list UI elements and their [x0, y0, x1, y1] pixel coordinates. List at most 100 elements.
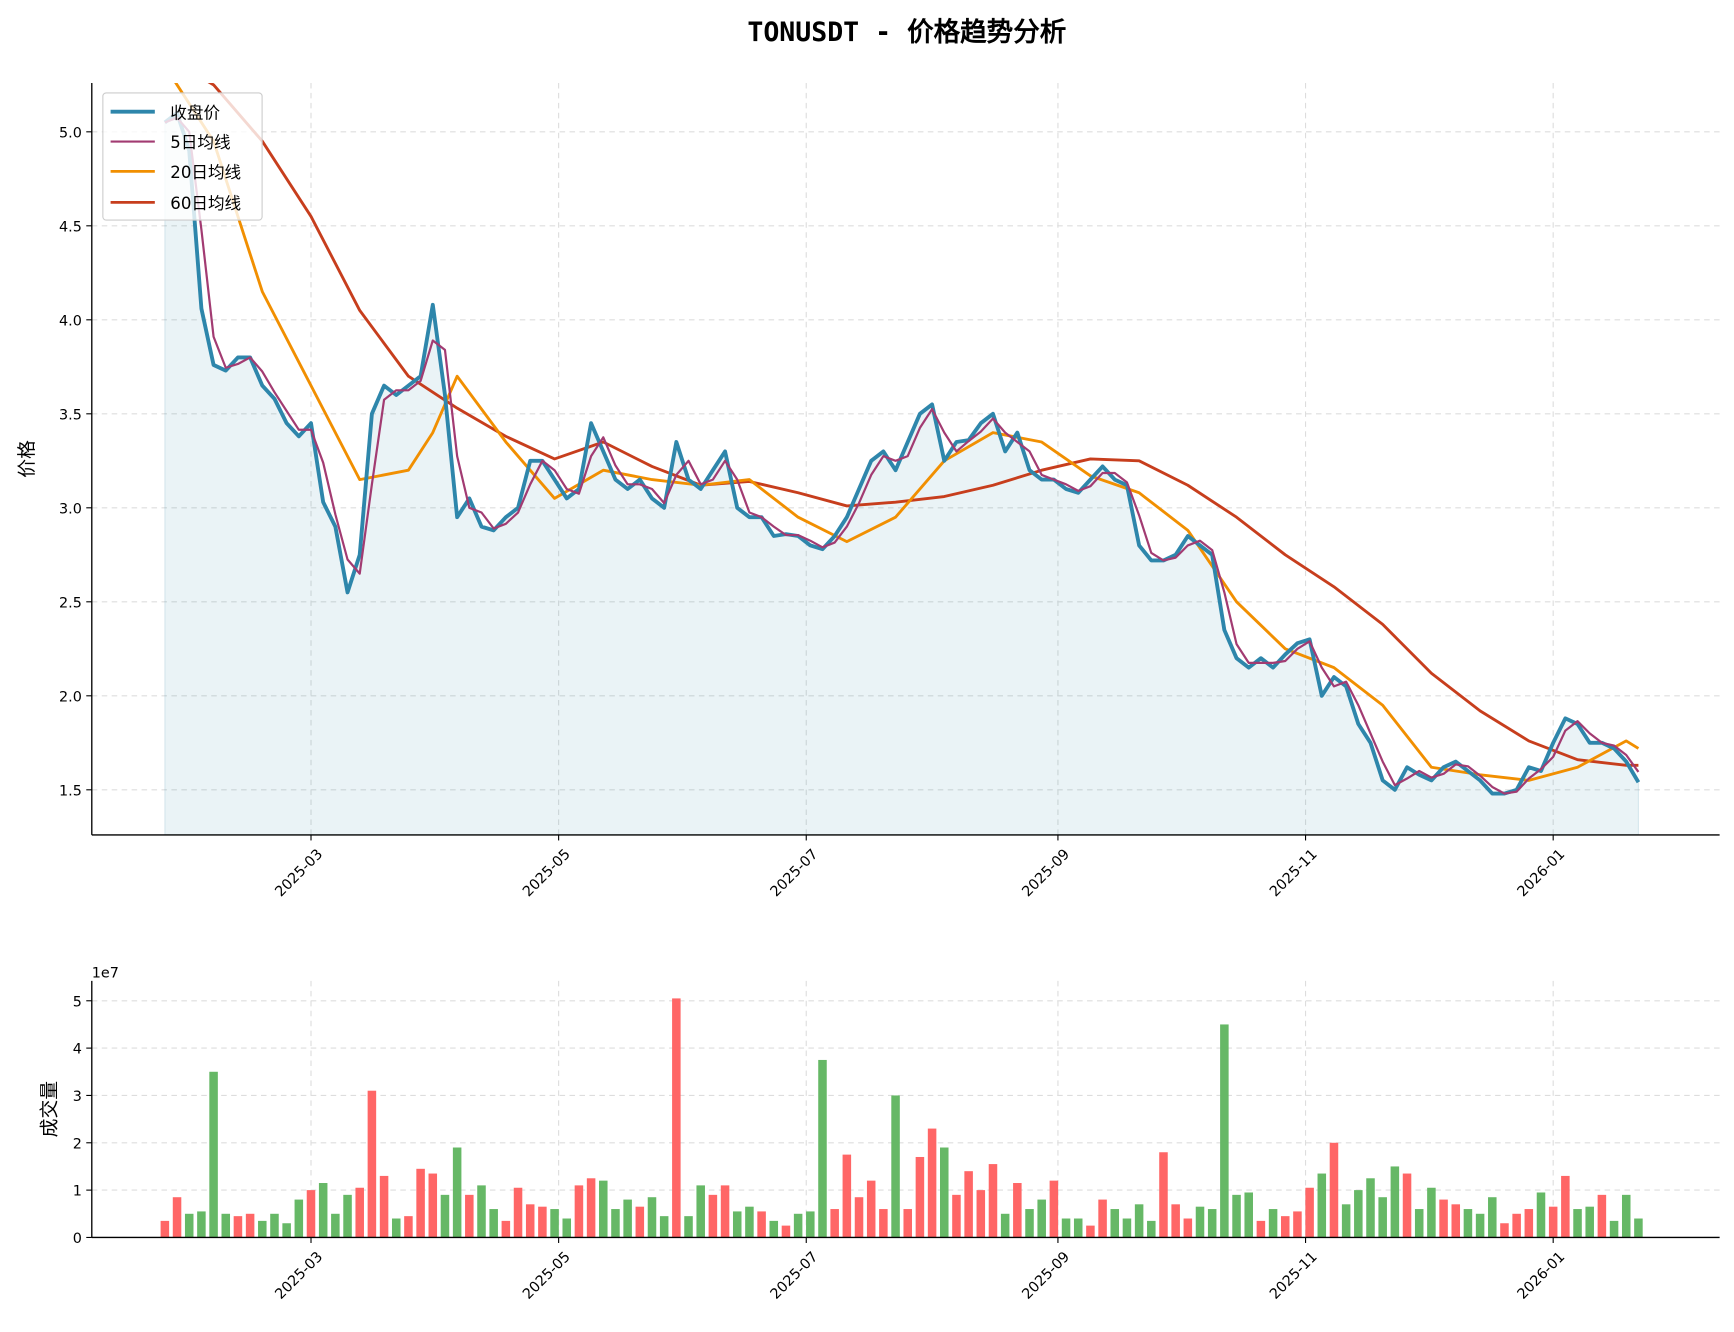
volume-bar	[1098, 1199, 1107, 1238]
volume-bar	[501, 1220, 511, 1238]
volume-bar	[684, 1216, 693, 1238]
volume-bar	[696, 1185, 705, 1238]
volume-x-tick-label: 2025-05	[520, 1249, 574, 1303]
volume-bar	[1451, 1204, 1461, 1238]
volume-bar	[745, 1206, 754, 1238]
volume-bar	[1500, 1223, 1509, 1238]
price-y-tick-label: 5.0	[59, 125, 82, 141]
volume-bar	[1488, 1197, 1497, 1238]
volume-bar	[306, 1190, 316, 1238]
volume-bar	[270, 1213, 279, 1238]
volume-x-tick-label: 2026-01	[1515, 1249, 1569, 1303]
price-x-tick-label: 2026-01	[1515, 846, 1569, 900]
volume-bar	[806, 1211, 815, 1238]
volume-bar	[647, 1197, 657, 1238]
volume-bar	[1049, 1180, 1059, 1238]
ma20-line	[174, 82, 1640, 782]
volume-x-tick-label: 2025-11	[1267, 1249, 1321, 1303]
volume-bar	[708, 1194, 718, 1238]
price-y-tick-label: 4.5	[59, 219, 82, 235]
price-x-tick-label: 2025-11	[1267, 846, 1321, 900]
volume-x-tick-label: 2025-09	[1019, 1249, 1073, 1303]
volume-bar	[1475, 1213, 1485, 1238]
chart-title: TONUSDT - 价格趋势分析	[747, 17, 1066, 48]
volume-bar	[1244, 1192, 1253, 1238]
volume-bar	[1293, 1211, 1302, 1238]
volume-bar	[1341, 1204, 1351, 1238]
volume-bar	[1366, 1178, 1375, 1238]
volume-bar	[1621, 1194, 1631, 1238]
volume-bar	[976, 1190, 986, 1238]
volume-bar	[416, 1168, 425, 1238]
legend: 收盘价 5日均线 20日均线 60日均线	[102, 92, 263, 221]
volume-bar	[903, 1209, 912, 1238]
volume-bar	[1207, 1209, 1217, 1238]
volume-bar	[1329, 1142, 1339, 1238]
volume-bar	[659, 1216, 669, 1238]
volume-bar	[1414, 1209, 1424, 1238]
volume-bar	[988, 1164, 998, 1238]
volume-y-tick-label: 0	[73, 1231, 82, 1247]
price-x-tick-label: 2025-09	[1019, 846, 1073, 900]
volume-y-tick-label: 3	[73, 1089, 82, 1105]
volume-bar	[854, 1197, 864, 1238]
price-y-tick-label: 4.0	[59, 313, 82, 329]
volume-bar	[1427, 1187, 1436, 1238]
volume-bar	[1390, 1166, 1400, 1238]
volume-bar	[233, 1216, 243, 1238]
volume-bar	[355, 1187, 364, 1238]
price-x-tick-label: 2025-05	[520, 846, 574, 900]
close-price-line	[163, 111, 1641, 796]
volume-bar	[184, 1213, 194, 1238]
price-y-axis-label: 价格	[16, 440, 38, 478]
price-y-tick-label: 2.5	[59, 595, 82, 611]
volume-bar	[599, 1180, 608, 1238]
volume-bar	[1195, 1206, 1205, 1238]
volume-bar	[940, 1147, 949, 1238]
volume-bar	[732, 1211, 742, 1238]
volume-bar	[927, 1128, 937, 1238]
volume-bar	[331, 1213, 340, 1238]
volume-bar	[465, 1194, 474, 1238]
volume-bar	[160, 1220, 170, 1238]
volume-bar	[221, 1213, 231, 1238]
volume-bar	[1159, 1152, 1168, 1238]
volume-bar	[915, 1156, 925, 1238]
volume-bar	[1634, 1218, 1643, 1238]
volume-bar	[1305, 1187, 1314, 1238]
volume-bar	[842, 1154, 852, 1238]
price-y-tick-label: 2.0	[59, 689, 82, 705]
legend-label-ma60: 60日均线	[170, 194, 241, 213]
volume-bar	[793, 1213, 803, 1238]
volume-bar	[1280, 1216, 1290, 1238]
volume-bar	[1110, 1209, 1120, 1238]
legend-label-close: 收盘价	[170, 103, 220, 122]
volume-bar	[611, 1209, 620, 1238]
volume-bar	[562, 1218, 572, 1238]
volume-bar	[757, 1211, 766, 1238]
volume-bar	[489, 1209, 498, 1238]
volume-bar	[452, 1147, 462, 1238]
volume-bar	[404, 1216, 413, 1238]
volume-bar	[1171, 1204, 1180, 1238]
volume-bar	[1585, 1206, 1594, 1238]
volume-bar	[1378, 1197, 1387, 1238]
volume-bar	[866, 1180, 876, 1238]
volume-bar	[538, 1206, 547, 1238]
volume-bar	[440, 1194, 450, 1238]
volume-bar	[391, 1218, 401, 1238]
volume-bar	[245, 1213, 255, 1238]
legend-label-ma20: 20日均线	[170, 163, 241, 182]
volume-bar	[1220, 1024, 1229, 1238]
price-x-tick-label: 2025-03	[272, 846, 326, 900]
volume-bar	[209, 1071, 218, 1238]
volume-bar	[586, 1178, 596, 1238]
price-y-tick-label: 3.0	[59, 501, 82, 517]
volume-bar	[1561, 1175, 1570, 1238]
volume-y-tick-label: 2	[73, 1136, 82, 1152]
volume-bar	[891, 1095, 900, 1238]
volume-bar	[258, 1220, 267, 1238]
volume-y-tick-label: 5	[73, 994, 82, 1010]
volume-bar	[477, 1185, 486, 1238]
